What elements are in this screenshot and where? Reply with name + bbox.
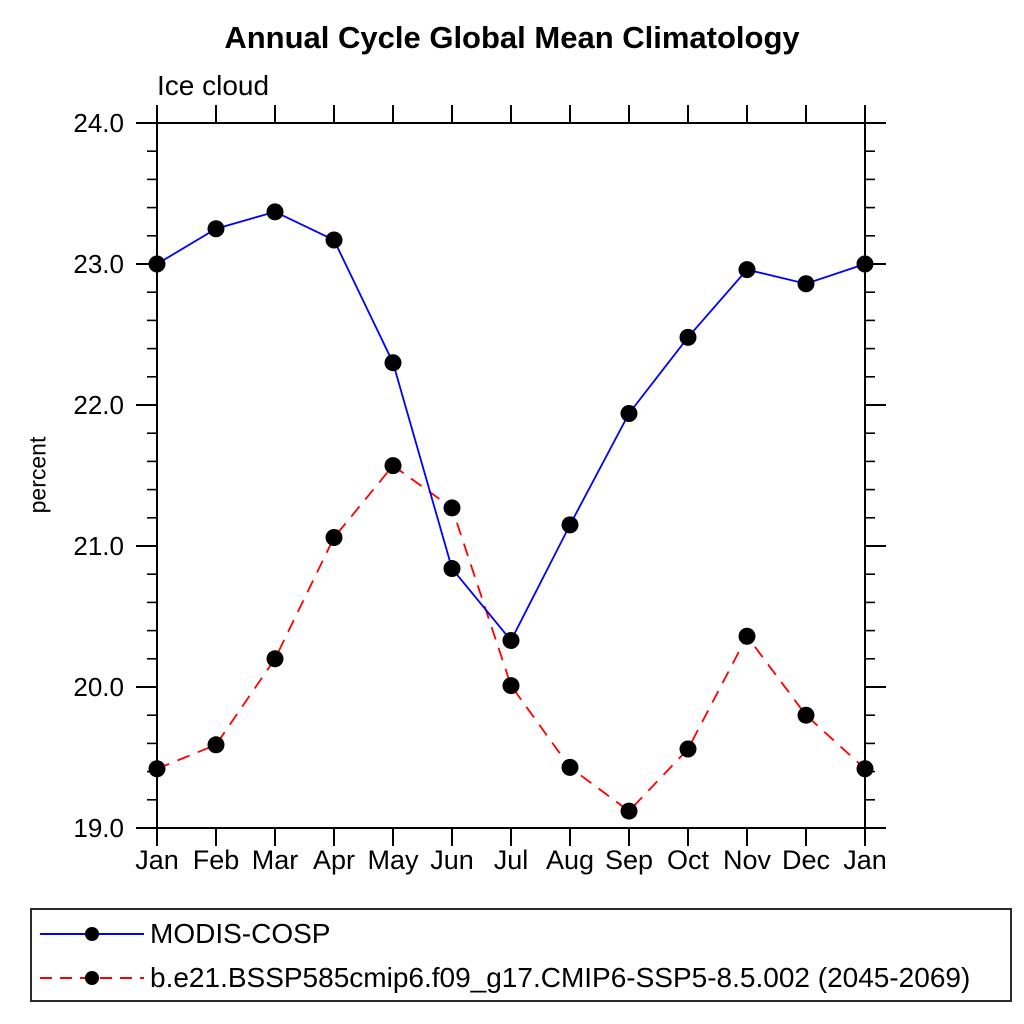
data-point-marker: [856, 760, 874, 778]
data-point-marker: [266, 650, 284, 668]
y-tick-label: 21.0: [73, 531, 124, 561]
data-point-marker: [502, 631, 520, 649]
data-point-marker: [561, 758, 579, 776]
data-point-marker: [679, 328, 697, 346]
data-point-marker: [738, 261, 756, 279]
data-point-marker: [266, 203, 284, 221]
data-point-marker: [207, 220, 225, 238]
y-tick-label: 19.0: [73, 813, 124, 843]
data-point-marker: [384, 354, 402, 372]
legend-key-line-icon: [40, 927, 144, 941]
legend: MODIS-COSP b.e21.BSSP585cmip6.f09_g17.CM…: [30, 908, 1012, 1002]
x-tick-label: Dec: [782, 845, 830, 875]
y-tick-label: 22.0: [73, 390, 124, 420]
y-tick-label: 23.0: [73, 249, 124, 279]
x-tick-label: Jul: [494, 845, 529, 875]
data-point-marker: [561, 516, 579, 534]
x-tick-label: Nov: [723, 845, 772, 875]
data-point-marker: [384, 457, 402, 475]
series-line-0: [156, 210, 866, 643]
x-tick-label: Feb: [193, 845, 240, 875]
x-tick-label: Apr: [313, 845, 355, 875]
legend-entry-modis-cosp: MODIS-COSP: [36, 912, 330, 956]
x-tick-label: Mar: [252, 845, 299, 875]
x-tick-label: Sep: [605, 845, 653, 875]
legend-key-line-icon: [40, 971, 144, 985]
data-point-marker: [443, 499, 461, 517]
data-point-marker: [620, 404, 638, 422]
x-tick-label: May: [367, 845, 419, 875]
legend-label: b.e21.BSSP585cmip6.f09_g17.CMIP6-SSP5-8.…: [150, 962, 971, 993]
data-point-marker: [148, 255, 166, 273]
legend-entry-model: b.e21.BSSP585cmip6.f09_g17.CMIP6-SSP5-8.…: [36, 956, 970, 1000]
x-tick-label: Jan: [843, 845, 887, 875]
data-point-marker: [443, 560, 461, 578]
legend-label: MODIS-COSP: [150, 918, 331, 949]
x-tick-label: Oct: [667, 845, 710, 875]
plot-area: 24.0 23.0 22.0 21.0 20.0 19.0 Jan Feb Mar Apr May J…: [73, 105, 887, 875]
data-point-marker: [325, 231, 343, 249]
x-tick-label: Jun: [430, 845, 474, 875]
data-point-marker: [325, 529, 343, 547]
x-tick-label: Aug: [546, 845, 594, 875]
data-point-marker: [679, 740, 697, 758]
chart-subtitle: Ice cloud: [157, 70, 270, 101]
y-tick-label: 24.0: [73, 108, 124, 138]
data-point-marker: [797, 275, 815, 293]
data-point-marker: [502, 677, 520, 695]
data-point-marker: [856, 255, 874, 273]
y-tick-label: 20.0: [73, 672, 124, 702]
chart-title: Annual Cycle Global Mean Climatology: [224, 20, 800, 55]
data-point-marker: [797, 706, 815, 724]
data-point-marker: [148, 760, 166, 778]
data-point-marker: [738, 627, 756, 645]
data-point-marker: [207, 736, 225, 754]
data-point-marker: [620, 802, 638, 820]
x-tick-label: Jan: [135, 845, 179, 875]
